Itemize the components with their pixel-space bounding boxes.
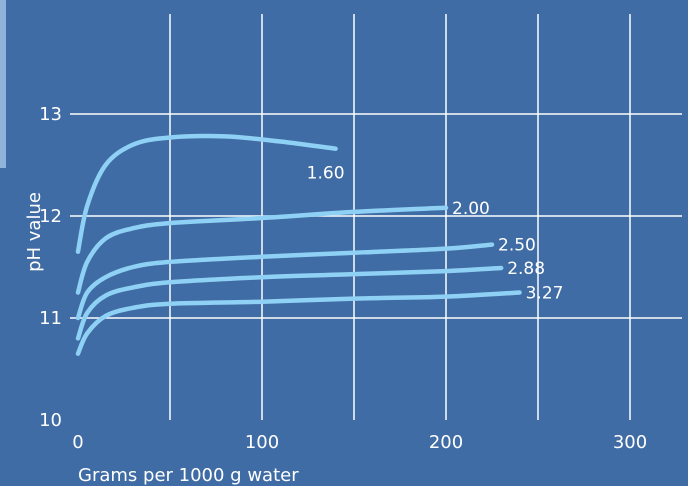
- x-tick-label: 0: [72, 432, 83, 453]
- x-axis-title: Grams per 1000 g water: [78, 465, 299, 486]
- series-label: 2.00: [452, 199, 490, 219]
- series-label: 1.60: [307, 164, 345, 184]
- series-lines: [75, 133, 522, 356]
- series-line-1.60: [75, 133, 338, 254]
- labels: 0 100 200 300 10 11 12 13 1.60 2.00 2.50 2.88 3.27: [39, 104, 647, 453]
- series-line-3.27: [75, 290, 522, 356]
- y-tick-label: 10: [39, 410, 62, 431]
- series-line-2.50: [75, 242, 495, 321]
- series-label: 2.88: [507, 259, 545, 279]
- series-line-2.00: [75, 205, 449, 295]
- left-accent-bar: [0, 0, 6, 168]
- y-tick-label: 11: [39, 308, 62, 329]
- y-tick-label: 12: [39, 206, 62, 227]
- x-tick-label: 100: [245, 432, 279, 453]
- grid: [70, 14, 682, 420]
- series-label: 3.27: [526, 284, 564, 304]
- x-tick-label: 300: [613, 432, 647, 453]
- x-tick-label: 200: [429, 432, 463, 453]
- series-label: 2.50: [498, 236, 536, 256]
- y-axis-title: pH value: [24, 192, 45, 272]
- series-line-2.88: [75, 265, 504, 341]
- y-tick-label: 13: [39, 104, 62, 125]
